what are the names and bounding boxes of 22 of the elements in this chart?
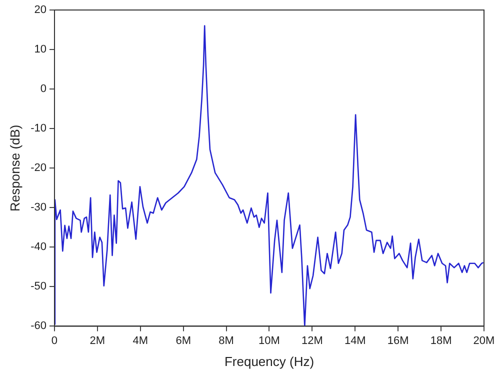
y-tick-label: -30 bbox=[30, 202, 46, 214]
x-tick-label: 14M bbox=[344, 334, 366, 347]
y-tick-label: -50 bbox=[30, 280, 46, 293]
x-tick-label: 2M bbox=[90, 334, 106, 347]
y-tick-label: 20 bbox=[34, 4, 46, 16]
y-axis-title: Response (dB) bbox=[7, 124, 22, 212]
x-tick-label: 6M bbox=[176, 334, 191, 347]
x-tick-label: 12M bbox=[301, 334, 323, 347]
y-tick-label: -10 bbox=[30, 122, 46, 135]
y-tick-label: -40 bbox=[30, 241, 46, 254]
x-axis-title: Frequency (Hz) bbox=[224, 354, 314, 369]
x-tick-label: 8M bbox=[218, 334, 234, 347]
x-tick-label: 20M bbox=[473, 334, 495, 347]
y-tick-label: 0 bbox=[40, 83, 46, 96]
x-tick-label: 16M bbox=[387, 334, 409, 347]
x-tick-label: 4M bbox=[132, 334, 148, 347]
x-tick-label: 0 bbox=[51, 334, 58, 347]
y-tick-label: -60 bbox=[30, 320, 46, 332]
x-tick-label: 10M bbox=[258, 334, 280, 347]
x-tick-label: 18M bbox=[430, 334, 452, 347]
y-tick-label: 10 bbox=[34, 44, 46, 56]
y-tick-label: -20 bbox=[30, 162, 46, 174]
